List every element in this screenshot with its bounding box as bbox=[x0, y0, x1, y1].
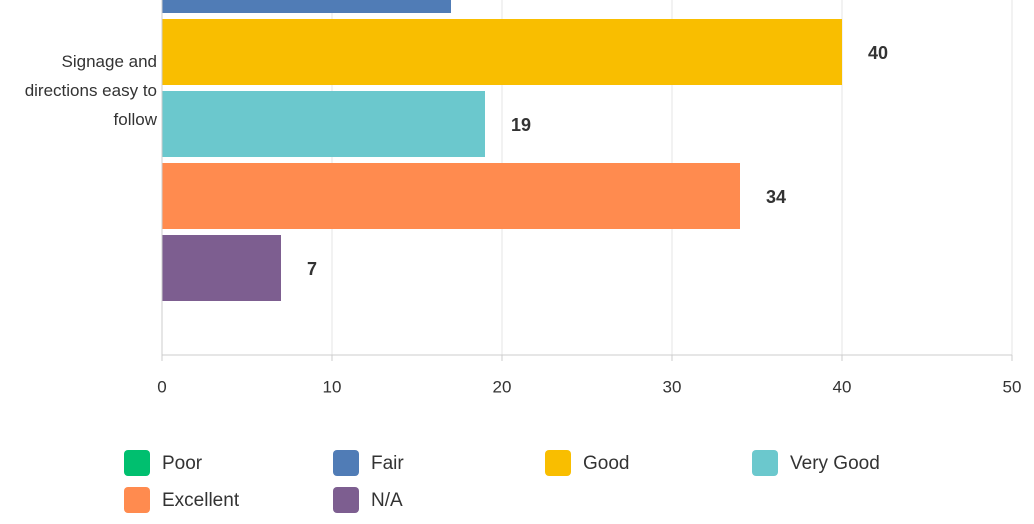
bar bbox=[162, 163, 740, 229]
x-tick-label: 30 bbox=[663, 377, 682, 396]
legend-swatch bbox=[124, 487, 150, 513]
bar bbox=[162, 19, 842, 85]
legend-label: Very Good bbox=[790, 453, 880, 474]
x-tick-label: 50 bbox=[1003, 377, 1022, 396]
legend-label: N/A bbox=[371, 490, 403, 511]
legend-swatch bbox=[333, 450, 359, 476]
legend-label: Poor bbox=[162, 453, 203, 474]
bar bbox=[162, 91, 485, 157]
bar bbox=[162, 0, 451, 13]
bar-value-label: 7 bbox=[307, 259, 317, 279]
bar-value-label: 19 bbox=[511, 115, 531, 135]
bar-value-label: 34 bbox=[766, 187, 786, 207]
legend-label: Fair bbox=[371, 453, 404, 474]
x-tick-label: 10 bbox=[323, 377, 342, 396]
legend-swatch bbox=[333, 487, 359, 513]
x-tick-label: 0 bbox=[157, 377, 166, 396]
x-tick-label: 40 bbox=[833, 377, 852, 396]
legend-label: Excellent bbox=[162, 490, 240, 511]
legend-swatch bbox=[124, 450, 150, 476]
x-tick-label: 20 bbox=[493, 377, 512, 396]
legend-swatch bbox=[752, 450, 778, 476]
category-label: Signage and directions easy to follow bbox=[24, 52, 157, 129]
legend-label: Good bbox=[583, 453, 629, 474]
bar-value-label: 40 bbox=[868, 43, 888, 63]
legend-swatch bbox=[545, 450, 571, 476]
bar bbox=[162, 235, 281, 301]
